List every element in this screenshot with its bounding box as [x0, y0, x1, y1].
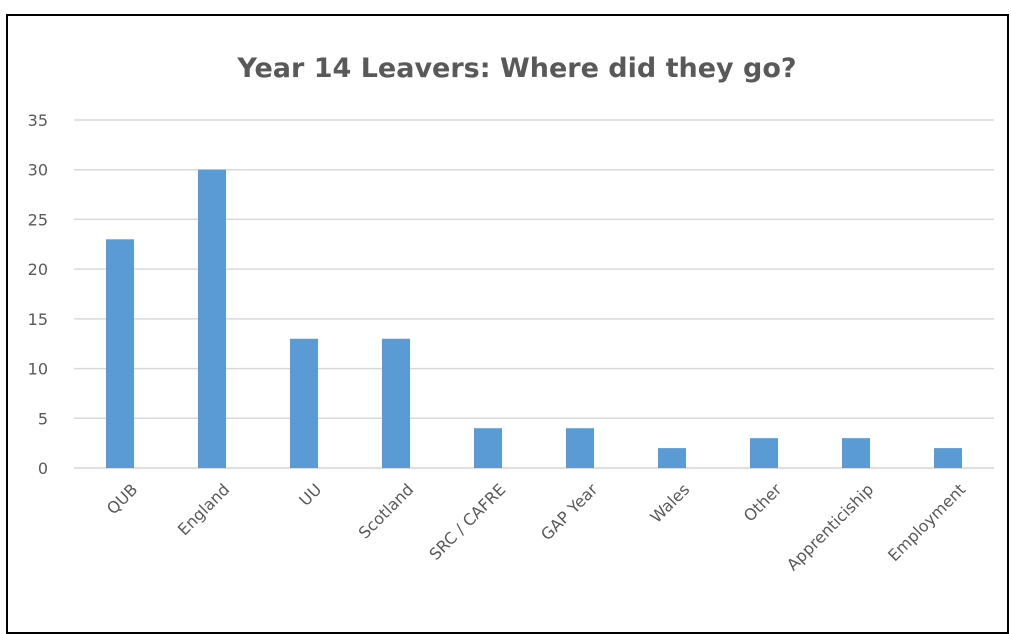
bar-wales	[658, 448, 686, 468]
bar-qub	[106, 239, 134, 468]
x-category-label: Apprenticiship	[783, 480, 877, 574]
chart-title: Year 14 Leavers: Where did they go?	[236, 53, 796, 84]
y-tick-label: 10	[28, 360, 48, 379]
bar-employment	[934, 448, 962, 468]
y-tick-label: 30	[28, 161, 48, 180]
y-tick-label: 15	[28, 310, 48, 329]
y-tick-label: 5	[38, 409, 48, 428]
bar-uu	[290, 338, 318, 468]
y-tick-label: 35	[28, 111, 48, 130]
chart-frame	[6, 14, 1009, 634]
x-category-label: Employment	[884, 480, 969, 565]
bar-other	[750, 438, 778, 468]
x-category-label: Other	[740, 480, 786, 526]
x-category-label: Wales	[646, 480, 693, 527]
x-axis-categories: QUB England UU Scotland SRC / CAFRE GAP Year W…	[103, 480, 969, 575]
bar-src-cafre	[474, 428, 502, 468]
y-tick-label: 20	[28, 260, 48, 279]
bar-england	[198, 169, 226, 468]
bars	[106, 169, 962, 468]
x-category-label: Scotland	[355, 480, 418, 543]
y-axis-ticks: 0 5 10 15 20 25 30 35	[28, 111, 48, 478]
x-category-label: GAP Year	[537, 480, 602, 545]
bar-apprenticiship	[842, 438, 870, 468]
bar-gap-year	[566, 428, 594, 468]
bar-scotland	[382, 338, 410, 468]
gridlines	[74, 119, 994, 469]
y-tick-label: 25	[28, 210, 48, 229]
x-category-label: QUB	[103, 480, 141, 518]
x-category-label: UU	[295, 480, 325, 510]
y-tick-label: 0	[38, 459, 48, 478]
x-category-label: England	[174, 480, 233, 539]
x-category-label: SRC / CAFRE	[425, 480, 509, 564]
